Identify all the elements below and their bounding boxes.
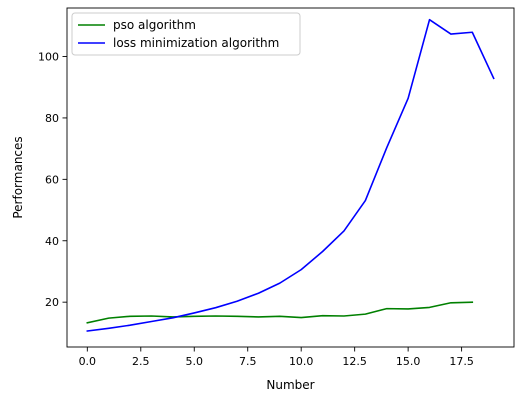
series-layer xyxy=(86,18,495,332)
legend-label-1: pso algorithm xyxy=(113,18,196,32)
legend-box xyxy=(71,12,301,56)
x-axis: 0.0 2.5 5.0 7.5 10.0 12.5 15.0 17.5 xyxy=(79,347,474,368)
series-line-1 xyxy=(86,301,474,324)
plot-frame xyxy=(66,7,515,348)
x-tick-label: 5.0 xyxy=(186,355,204,368)
y-axis-label: Performances xyxy=(11,136,25,218)
x-tick-label: 0.0 xyxy=(79,355,97,368)
legend-label-2: loss minimization algorithm xyxy=(113,36,279,50)
x-tick-label: 7.5 xyxy=(239,355,257,368)
y-tick-label: 100 xyxy=(38,51,59,64)
legend: pso algorithm loss minimization algorithm xyxy=(71,12,301,56)
x-tick-label: 2.5 xyxy=(132,355,150,368)
y-tick-label: 40 xyxy=(45,235,59,248)
x-tick-label: 15.0 xyxy=(396,355,421,368)
x-tick-label: 12.5 xyxy=(342,355,367,368)
y-axis: 20 40 60 80 100 xyxy=(38,51,67,309)
x-tick-label: 17.5 xyxy=(449,355,474,368)
x-tick-label: 10.0 xyxy=(289,355,314,368)
x-axis-label: Number xyxy=(266,378,314,392)
y-tick-label: 20 xyxy=(45,296,59,309)
y-tick-label: 80 xyxy=(45,112,59,125)
y-tick-label: 60 xyxy=(45,173,59,186)
plot-area xyxy=(66,7,515,348)
series-line-2 xyxy=(86,18,495,332)
